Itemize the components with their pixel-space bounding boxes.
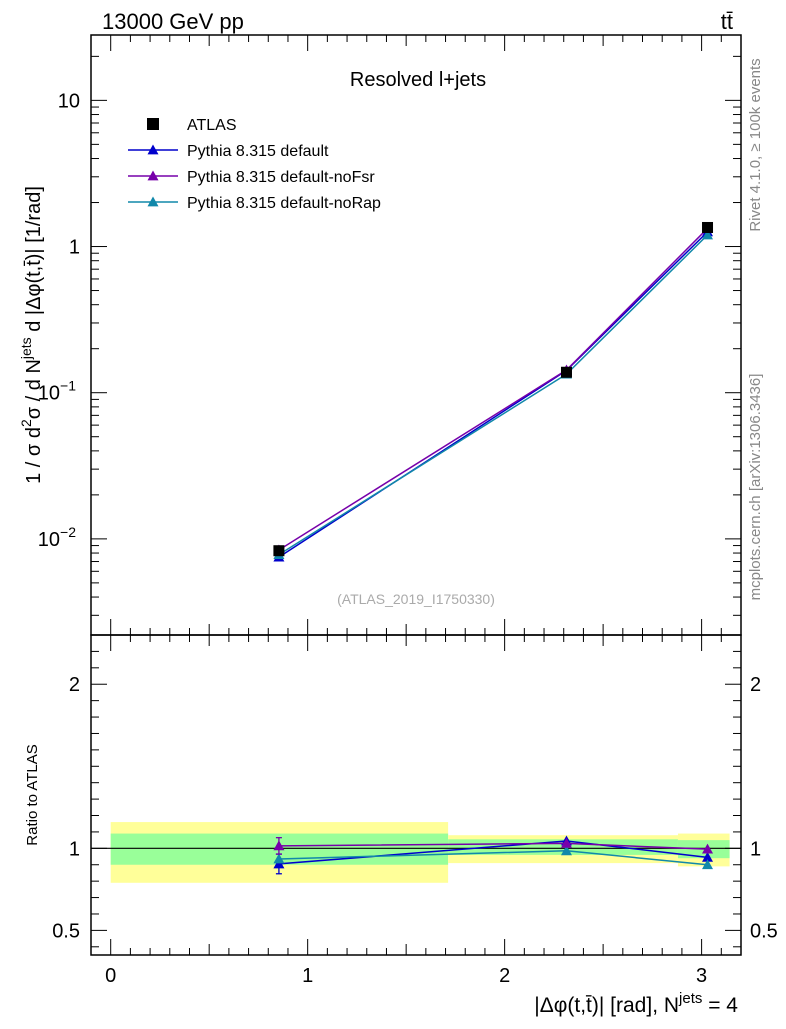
main-series-line-noRap [278,234,709,556]
ratio-point-noFsr [560,837,572,848]
main-y-axis-label-part: d |Δφ(t,t̄)| [1/rad] [23,186,45,337]
x-axis-label-text: |Δφ(t,t̄)| [rad], Njets = 4 [534,990,738,1017]
main-y-tick-label: 10−2 [38,524,76,551]
legend-label-atlas: ATLAS [187,117,237,134]
ratio-y-tick-label-right: 1 [750,838,761,860]
ratio-point-noRap [560,845,572,856]
main-y-axis-label-part: σ / d N [23,359,45,419]
main-y-tick-label: 10 [58,90,80,112]
ratio-y-tick-label-right: 0.5 [750,920,778,942]
main-y-tick-exponent: −2 [60,524,76,540]
legend-marker-noRap [147,196,159,207]
x-tick-label: 2 [499,965,510,987]
energy-label: 13000 GeV pp [102,9,244,34]
main-panel: Resolved l+jets (ATLAS_2019_I1750330) 1 … [18,34,742,636]
x-tick-label: 0 [105,965,116,987]
x-axis-label-part: = 4 [702,994,738,1017]
ratio-point-noRap [702,859,714,870]
x-axis-label-part: jets [678,990,702,1007]
main-y-tick-label: 10−1 [38,378,76,405]
main-point-noRap [702,229,714,240]
ratio-axes: 0.5 0.5 1 1 2 2 0 1 2 3 [52,635,778,987]
legend-label-default: Pythia 8.315 default [187,143,329,160]
main-data [273,221,714,562]
mcplots-label: mcplots.cern.ch [arXiv:1306.3436] [747,374,764,601]
x-tick-label: 1 [302,965,313,987]
main-y-axis-label-part: 1 / σ d [23,427,45,484]
main-series-line-noFsr [278,227,709,551]
main-point-atlas [273,545,285,557]
main-series-line-default [278,231,709,558]
process-label: tt̄ [721,9,733,34]
x-tick-label: 3 [696,965,707,987]
main-y-axis-label-part: 2 [18,419,34,427]
main-y-tick-label: 1 [69,237,80,259]
main-y-axis-label: 1 / σ d2σ / d Njets d |Δφ(t,t̄)| [1/rad] [18,186,45,484]
x-axis-label-part: |Δφ(t,t̄)| [rad], N [534,994,679,1017]
ratio-y-axis-label: Ratio to ATLAS [24,744,41,845]
ratio-y-tick-label-right: 2 [750,674,761,696]
ratio-point-noRap [273,853,285,864]
ratio-point-noFsr [273,840,285,851]
legend-label-noFsr: Pythia 8.315 default-noFsr [187,169,375,186]
main-y-tick-exponent: −1 [60,378,76,394]
main-y-axis-label-part: jets [18,337,34,360]
legend: ATLAS Pythia 8.315 default Pythia 8.315 de… [128,117,381,212]
main-y-tick-base: 10 [38,383,60,405]
main-title: Resolved l+jets [350,69,486,91]
ratio-panel: 0.5 0.5 1 1 2 2 0 1 2 3 Ratio to ATLAS |Δφ(t,t̄)|… [24,634,778,1017]
ratio-point-default [702,851,714,862]
main-y-tick-base: 10 [38,529,60,551]
ratio-point-noFsr [702,843,714,854]
legend-label-noRap: Pythia 8.315 default-noRap [187,195,381,212]
legend-marker-default [147,144,159,155]
ratio-y-tick-label-left: 2 [69,674,80,696]
legend-marker-noFsr [147,170,159,181]
rivet-label: Rivet 4.1.0, ≥ 100k events [747,58,764,231]
main-y-axis-label-text: 1 / σ d2σ / d Njets d |Δφ(t,t̄)| [1/rad] [18,186,45,484]
main-point-atlas [702,221,714,233]
ratio-data [273,835,714,875]
legend-marker-atlas [147,118,159,130]
analysis-watermark: (ATLAS_2019_I1750330) [337,591,495,607]
ratio-frame [90,634,742,956]
ratio-y-tick-label-left: 0.5 [52,920,80,942]
ratio-y-tick-label-left: 1 [69,838,80,860]
main-point-atlas [560,366,572,378]
x-axis-label: |Δφ(t,t̄)| [rad], Njets = 4 [534,990,738,1017]
